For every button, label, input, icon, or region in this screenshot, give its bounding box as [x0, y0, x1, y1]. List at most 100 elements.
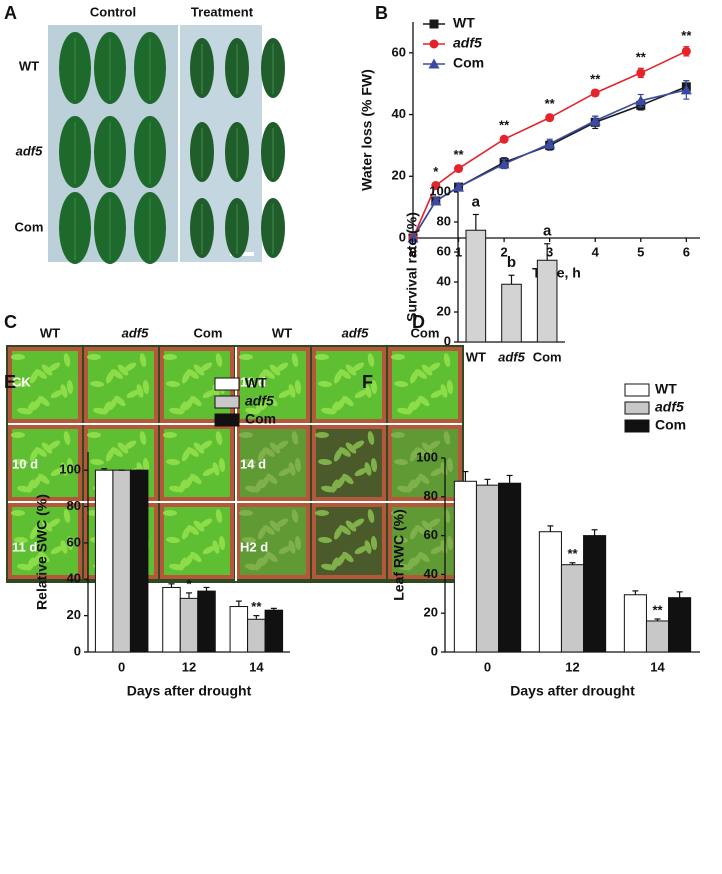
error-bar: [186, 592, 192, 599]
error-bar: [253, 615, 260, 620]
error-bar: [270, 607, 277, 611]
legend-marker: [429, 19, 439, 29]
error-bar: [547, 525, 554, 532]
panel-label: E: [4, 372, 16, 392]
x-tick-label: 12: [565, 659, 579, 674]
y-axis-label: Water loss (% FW): [359, 69, 375, 191]
bar: [162, 586, 181, 653]
x-axis-label: Days after drought: [127, 683, 252, 699]
marker: [544, 138, 556, 149]
bar: [668, 597, 692, 653]
bar: [501, 283, 522, 343]
error-bar: [569, 562, 576, 565]
bar: [623, 594, 647, 653]
y-tick-label: 0: [444, 333, 451, 348]
legend-label: Com: [655, 417, 686, 433]
y-tick-label: 0: [431, 643, 438, 658]
column-label: WT: [272, 325, 292, 340]
panel-label: C: [4, 312, 17, 332]
row-label: adf5: [16, 143, 44, 158]
stage-label: H2 d: [240, 539, 268, 554]
column-label: adf5: [122, 325, 150, 340]
panel-label: B: [375, 3, 388, 23]
stage-label: 12 d: [240, 374, 266, 389]
legend-label: adf5: [245, 393, 274, 409]
error-bar: [508, 274, 515, 285]
bar: [94, 469, 114, 653]
error-bar: [168, 583, 175, 588]
y-tick-label: 20: [392, 168, 406, 183]
x-tick-label: 4: [592, 244, 600, 259]
row-label: WT: [19, 58, 39, 73]
significance-label: **: [251, 599, 262, 614]
line: [412, 89, 687, 239]
marker: [453, 181, 465, 192]
y-axis-label: Leaf RWC (%): [391, 509, 407, 601]
bar: [465, 229, 487, 343]
x-tick-label: 2: [500, 244, 507, 259]
bar: [498, 482, 522, 653]
y-tick-label: 80: [437, 213, 451, 228]
significance-label: a: [472, 193, 481, 210]
x-tick-label: 6: [683, 244, 690, 259]
x-tick-label: 14: [650, 659, 665, 674]
legend-swatch: [214, 377, 240, 391]
stage-label: 11 d: [12, 539, 37, 554]
y-tick-label: 80: [67, 498, 81, 513]
legend-swatch: [214, 413, 240, 427]
x-tick-label: 3: [546, 244, 553, 259]
legend-swatch: [624, 419, 650, 433]
significance-label: *: [433, 164, 439, 179]
bar: [179, 597, 199, 653]
panel-label: D: [412, 312, 425, 332]
significance-label: a: [543, 223, 552, 240]
bar: [129, 469, 149, 653]
column-label: WT: [40, 325, 60, 340]
y-tick-label: 0: [74, 643, 81, 658]
bar: [538, 531, 562, 653]
significance-label: **: [499, 118, 510, 133]
marker: [681, 46, 691, 56]
y-tick-label: 100: [429, 183, 451, 198]
marker: [498, 158, 510, 169]
x-tick-label: WT: [466, 349, 486, 364]
error-bar: [676, 591, 683, 598]
legend-marker: [428, 58, 440, 69]
legend-marker: [429, 39, 439, 49]
marker: [636, 68, 646, 78]
marker: [590, 88, 600, 98]
x-tick-label: 0: [118, 659, 125, 674]
y-tick-label: 40: [67, 571, 81, 586]
bar: [536, 259, 558, 343]
bar: [229, 606, 249, 653]
bar: [197, 590, 216, 653]
marker: [430, 195, 442, 206]
y-tick-label: 40: [437, 273, 451, 288]
significance-label: b: [507, 254, 516, 271]
significance-label: **: [590, 71, 601, 86]
bar: [583, 535, 607, 653]
x-tick-label: 5: [637, 244, 644, 259]
bar: [112, 469, 131, 653]
legend-swatch: [214, 395, 240, 409]
significance-label: **: [681, 28, 692, 43]
error-bar: [591, 529, 598, 536]
x-tick-label: Com: [533, 349, 562, 364]
error-bar: [203, 586, 210, 592]
error-bar: [506, 474, 513, 484]
y-tick-label: 60: [424, 527, 438, 542]
x-tick-label: 0: [409, 244, 416, 259]
significance-label: **: [652, 602, 663, 617]
legend-label: adf5: [655, 399, 684, 415]
y-tick-label: 20: [424, 605, 438, 620]
significance-label: **: [636, 50, 647, 65]
y-tick-label: 100: [416, 449, 438, 464]
marker: [545, 113, 555, 123]
leaf-photo: [48, 25, 285, 264]
y-tick-label: 20: [67, 607, 81, 622]
y-tick-label: 100: [59, 462, 81, 477]
error-bar: [101, 468, 108, 471]
y-tick-label: 60: [392, 44, 406, 59]
stage-label: CK: [12, 374, 31, 389]
